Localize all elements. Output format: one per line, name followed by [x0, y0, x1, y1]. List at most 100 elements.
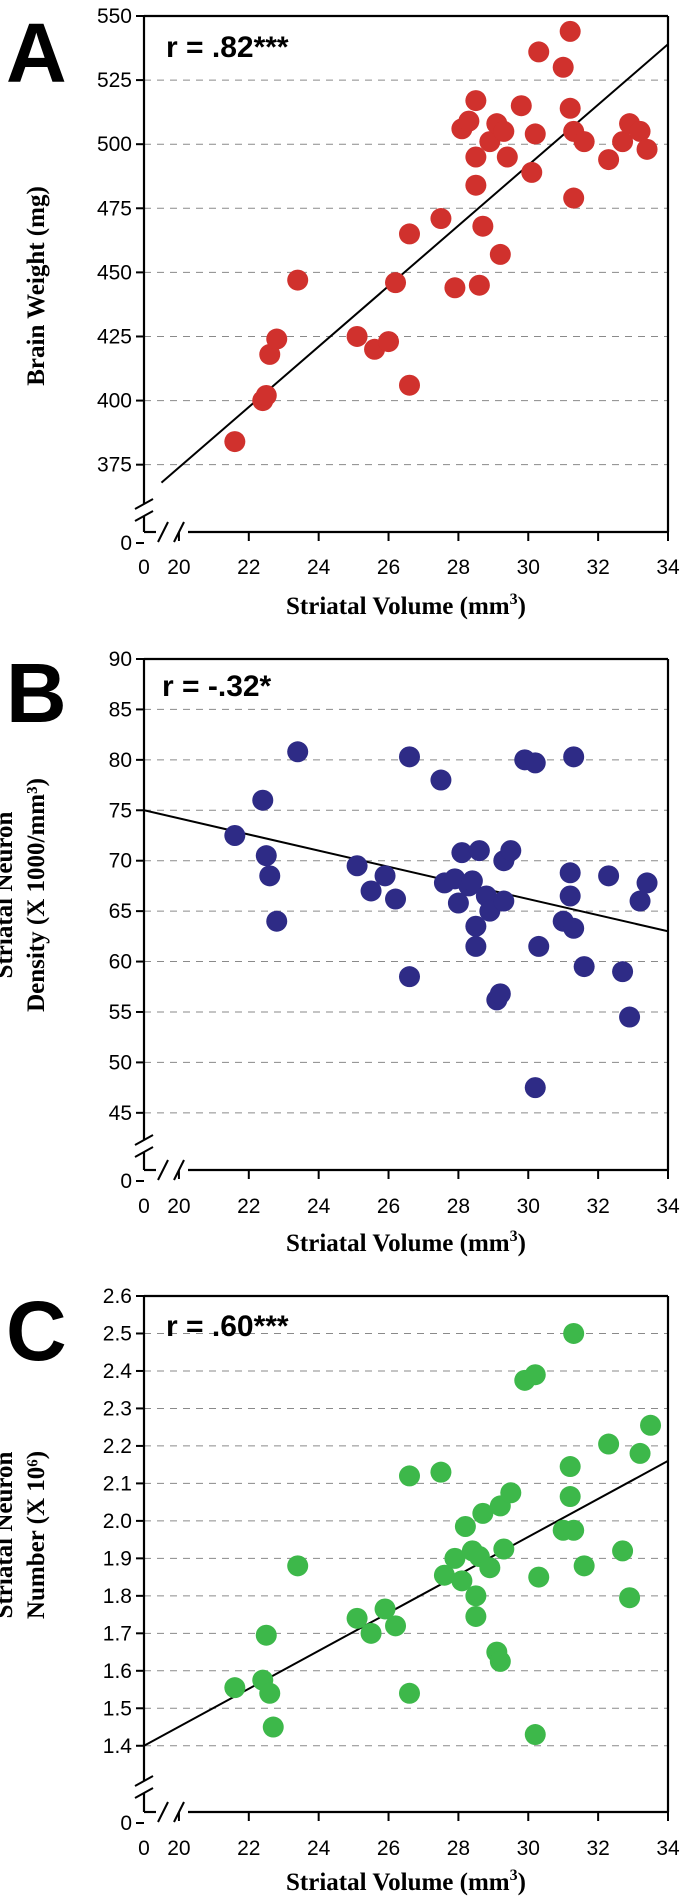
- y-axis-title: Striatal Neuron Density (X 1000/mm³): [0, 778, 50, 1012]
- x-tick-label: 0: [138, 556, 150, 579]
- panel-letter: A: [6, 6, 67, 100]
- data-point: [385, 1615, 407, 1637]
- panel-c: 1.4 1.5 1.6 1.7 1.8 1.9 2.0 2.1 2.2 2.3 2.4 2.5 2.6 0…: [0, 1284, 680, 1896]
- correlation-annotation: r = .60***: [166, 1310, 289, 1343]
- data-point: [458, 110, 480, 132]
- data-point: [524, 752, 546, 774]
- x-tick-label: 20: [167, 1195, 190, 1218]
- data-point: [612, 961, 634, 983]
- correlation-annotation: r = -.32*: [162, 670, 272, 703]
- data-point: [489, 243, 511, 265]
- y-axis-title-line: Number (X 10⁶): [23, 1451, 50, 1619]
- x-axis-title: Striatal Volume (mm3): [286, 1228, 526, 1257]
- y-tick-label: 55: [109, 1001, 132, 1024]
- y-tick-label: 65: [109, 900, 132, 923]
- data-point: [378, 331, 400, 353]
- data-point: [465, 90, 487, 112]
- y-axis-title-line: Density (X 1000/mm³): [23, 778, 50, 1012]
- correlation-annotation: r = .82***: [166, 31, 289, 64]
- data-point: [468, 840, 490, 862]
- y-tick-label: 1.7: [103, 1622, 132, 1645]
- y-tick-label: 1.8: [103, 1585, 132, 1608]
- y-axis-title-line: Brain Weight (mg): [23, 186, 50, 386]
- data-point: [451, 842, 473, 864]
- x-tick-label: 22: [237, 1195, 260, 1218]
- data-point: [598, 865, 620, 887]
- x-tick-label: 20: [167, 1837, 190, 1860]
- y-tick-label: 75: [109, 799, 132, 822]
- data-point: [433, 1564, 455, 1586]
- data-point: [479, 1557, 501, 1579]
- data-point: [374, 865, 396, 887]
- panel-letter: B: [6, 646, 67, 740]
- data-point: [461, 870, 483, 892]
- data-point: [360, 1622, 382, 1644]
- y-tick-label: 525: [97, 69, 132, 92]
- y-tick-label: 550: [97, 5, 132, 28]
- y-tick-label: 2.5: [103, 1322, 132, 1345]
- data-point: [528, 935, 550, 957]
- data-point: [255, 845, 277, 867]
- data-point: [224, 431, 246, 453]
- y-tick-label: 1.9: [103, 1547, 132, 1570]
- x-tick-label: 24: [307, 556, 331, 579]
- data-point: [636, 872, 658, 894]
- y-tick-label: 425: [97, 325, 132, 348]
- y-axis-title-line: Striatal Neuron: [0, 1451, 18, 1618]
- y-axis-break: [134, 1146, 154, 1158]
- regression-line: [144, 1460, 668, 1747]
- data-point: [524, 1724, 546, 1746]
- y-tick-label: 0: [120, 1170, 132, 1193]
- data-point: [559, 97, 581, 119]
- data-point: [430, 208, 452, 230]
- data-point: [619, 1006, 641, 1028]
- x-tick-label: 26: [377, 1195, 400, 1218]
- data-point: [444, 1547, 466, 1569]
- data-point: [465, 915, 487, 937]
- data-point: [559, 20, 581, 42]
- y-axis-title: Striatal Neuron Number (X 10⁶): [0, 1451, 50, 1619]
- data-point: [287, 741, 309, 763]
- x-tick-label: 30: [517, 1195, 540, 1218]
- data-point: [465, 1605, 487, 1627]
- data-point: [598, 1433, 620, 1455]
- x-tick-label: 28: [447, 556, 470, 579]
- data-point: [640, 1414, 662, 1436]
- x-axis-break: [157, 1159, 169, 1181]
- y-axis-title: Brain Weight (mg): [23, 186, 50, 386]
- data-point: [559, 862, 581, 884]
- x-tick-label: 32: [586, 1837, 609, 1860]
- data-point: [559, 1456, 581, 1478]
- data-point: [612, 1540, 634, 1562]
- data-point: [266, 328, 288, 350]
- y-axis-break: [134, 510, 154, 522]
- data-point: [563, 917, 585, 939]
- y-tick-label: 70: [109, 850, 132, 873]
- y-tick-label: 85: [109, 698, 132, 721]
- data-point: [472, 215, 494, 237]
- data-point: [444, 277, 466, 299]
- data-point: [255, 384, 277, 406]
- data-point: [262, 1716, 284, 1738]
- data-point: [524, 123, 546, 145]
- data-point: [563, 1322, 585, 1344]
- data-point: [500, 1482, 522, 1504]
- y-tick-label: 50: [109, 1051, 132, 1074]
- panel-a: 375 400 425 450 475 500 525 550 0 20 22 24 26 28 30 32 3…: [6, 5, 680, 620]
- data-point: [465, 174, 487, 196]
- x-tick-label: 24: [307, 1837, 331, 1860]
- y-axis-break: [134, 1134, 154, 1146]
- data-point: [287, 269, 309, 291]
- data-point: [524, 1364, 546, 1386]
- data-point: [598, 149, 620, 171]
- data-point: [636, 138, 658, 160]
- data-point: [619, 1587, 641, 1609]
- y-tick-label: 375: [97, 454, 132, 477]
- data-point: [629, 1442, 651, 1464]
- data-point: [472, 1502, 494, 1524]
- data-point: [468, 274, 490, 296]
- data-point: [346, 1607, 368, 1629]
- data-point: [430, 1461, 452, 1483]
- data-point: [385, 272, 407, 294]
- data-point: [563, 187, 585, 209]
